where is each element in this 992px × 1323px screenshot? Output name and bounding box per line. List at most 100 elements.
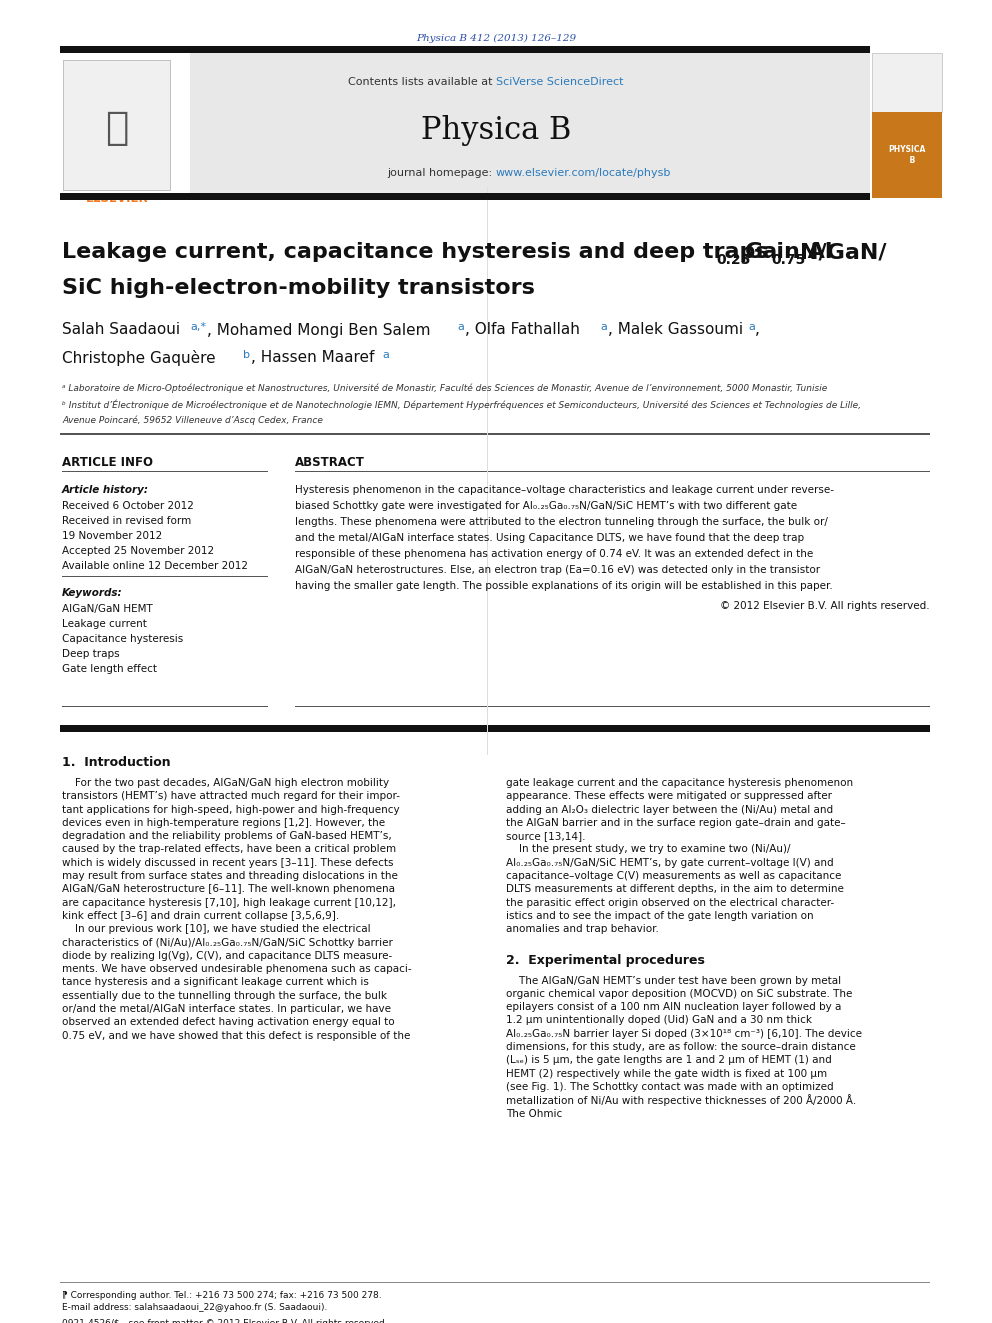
- Text: E-mail address: salahsaadaoui_22@yahoo.fr (S. Saadaoui).: E-mail address: salahsaadaoui_22@yahoo.f…: [62, 1303, 327, 1311]
- Text: metallization of Ni/Au with respective thicknesses of 200 Å/2000 Å.: metallization of Ni/Au with respective t…: [506, 1094, 856, 1106]
- Text: SciVerse ScienceDirect: SciVerse ScienceDirect: [496, 77, 624, 87]
- Text: lengths. These phenomena were attributed to the electron tunneling through the s: lengths. These phenomena were attributed…: [295, 517, 828, 527]
- Text: Keywords:: Keywords:: [62, 587, 123, 598]
- Bar: [295, 471, 930, 472]
- Text: Capacitance hysteresis: Capacitance hysteresis: [62, 634, 184, 644]
- Text: Ga: Ga: [745, 242, 779, 262]
- Text: journal homepage:: journal homepage:: [387, 168, 496, 179]
- Bar: [60, 433, 930, 435]
- Text: essentially due to the tunnelling through the surface, the bulk: essentially due to the tunnelling throug…: [62, 991, 387, 1000]
- Text: ments. We have observed undesirable phenomena such as capaci-: ments. We have observed undesirable phen…: [62, 964, 412, 974]
- Text: HEMT (2) respectively while the gate width is fixed at 100 μm: HEMT (2) respectively while the gate wid…: [506, 1069, 827, 1078]
- Text: Physica B: Physica B: [421, 115, 571, 146]
- Text: Christophe Gaquère: Christophe Gaquère: [62, 351, 215, 366]
- Text: organic chemical vapor deposition (MOCVD) on SiC substrate. The: organic chemical vapor deposition (MOCVD…: [506, 988, 852, 999]
- Text: For the two past decades, AlGaN/GaN high electron mobility: For the two past decades, AlGaN/GaN high…: [62, 778, 389, 789]
- Text: 1.  Introduction: 1. Introduction: [62, 755, 171, 769]
- Text: tant applications for high-speed, high-power and high-frequency: tant applications for high-speed, high-p…: [62, 804, 400, 815]
- Text: istics and to see the impact of the gate length variation on: istics and to see the impact of the gate…: [506, 912, 813, 921]
- Text: responsible of these phenomena has activation energy of 0.74 eV. It was an exten: responsible of these phenomena has activ…: [295, 549, 813, 560]
- Text: may result from surface states and threading dislocations in the: may result from surface states and threa…: [62, 871, 398, 881]
- Text: a: a: [748, 321, 755, 332]
- Text: ABSTRACT: ABSTRACT: [295, 455, 365, 468]
- Text: the parasitic effect origin observed on the electrical character-: the parasitic effect origin observed on …: [506, 898, 834, 908]
- Text: In the present study, we try to examine two (Ni/Au)/: In the present study, we try to examine …: [506, 844, 791, 855]
- Text: ,: ,: [755, 323, 760, 337]
- Text: (see Fig. 1). The Schottky contact was made with an optimized: (see Fig. 1). The Schottky contact was m…: [506, 1082, 833, 1091]
- Text: tance hysteresis and a significant leakage current which is: tance hysteresis and a significant leaka…: [62, 978, 369, 987]
- Text: dimensions, for this study, are as follow: the source–drain distance: dimensions, for this study, are as follo…: [506, 1043, 856, 1052]
- Text: and the metal/AlGaN interface states. Using Capacitance DLTS, we have found that: and the metal/AlGaN interface states. Us…: [295, 533, 805, 542]
- Text: AlGaN/GaN heterostructures. Else, an electron trap (Ea=0.16 eV) was detected onl: AlGaN/GaN heterostructures. Else, an ele…: [295, 565, 820, 576]
- Text: capacitance–voltage C(V) measurements as well as capacitance: capacitance–voltage C(V) measurements as…: [506, 871, 841, 881]
- Bar: [60, 1282, 930, 1283]
- Text: 0921-4526/$ - see front matter © 2012 Elsevier B.V. All rights reserved.: 0921-4526/$ - see front matter © 2012 El…: [62, 1319, 388, 1323]
- Text: which is widely discussed in recent years [3–11]. These defects: which is widely discussed in recent year…: [62, 857, 394, 868]
- Text: appearance. These effects were mitigated or suppressed after: appearance. These effects were mitigated…: [506, 791, 832, 802]
- Bar: [60, 53, 190, 198]
- Text: 🌲: 🌲: [105, 108, 129, 147]
- Text: Gate length effect: Gate length effect: [62, 664, 157, 673]
- Text: having the smaller gate length. The possible explanations of its origin will be : having the smaller gate length. The poss…: [295, 581, 832, 591]
- Text: Al₀.₂₅Ga₀.₇₅N barrier layer Si doped (3×10¹⁸ cm⁻³) [6,10]. The device: Al₀.₂₅Ga₀.₇₅N barrier layer Si doped (3×…: [506, 1029, 862, 1039]
- Text: biased Schottky gate were investigated for Al₀.₂₅Ga₀.₇₅N/GaN/SiC HEMT’s with two: biased Schottky gate were investigated f…: [295, 501, 798, 511]
- Text: (Lₛₑ) is 5 μm, the gate lengths are 1 and 2 μm of HEMT (1) and: (Lₛₑ) is 5 μm, the gate lengths are 1 an…: [506, 1056, 831, 1065]
- Text: Leakage current, capacitance hysteresis and deep traps in Al: Leakage current, capacitance hysteresis …: [62, 242, 832, 262]
- Text: Deep traps: Deep traps: [62, 650, 120, 659]
- Text: Avenue Poincaré, 59652 Villeneuve d’Ascq Cedex, France: Avenue Poincaré, 59652 Villeneuve d’Ascq…: [62, 415, 322, 425]
- Text: The Ohmic: The Ohmic: [506, 1109, 562, 1119]
- Text: diode by realizing Ig(Vg), C(V), and capacitance DLTS measure-: diode by realizing Ig(Vg), C(V), and cap…: [62, 951, 392, 960]
- Text: Received in revised form: Received in revised form: [62, 516, 191, 527]
- Text: Hysteresis phenomenon in the capacitance–voltage characteristics and leakage cur: Hysteresis phenomenon in the capacitance…: [295, 486, 834, 495]
- Bar: [62, 471, 268, 472]
- Text: ELSEVIER: ELSEVIER: [85, 192, 149, 205]
- Text: Leakage current: Leakage current: [62, 619, 147, 628]
- Text: Salah Saadaoui: Salah Saadaoui: [62, 323, 181, 337]
- Text: kink effect [3–6] and drain current collapse [3,5,6,9].: kink effect [3–6] and drain current coll…: [62, 912, 339, 921]
- Text: AlGaN/GaN HEMT: AlGaN/GaN HEMT: [62, 605, 153, 614]
- Text: observed an extended defect having activation energy equal to: observed an extended defect having activ…: [62, 1017, 395, 1028]
- Text: 0.75: 0.75: [771, 253, 806, 267]
- Text: ᵃ Laboratoire de Micro-Optoélectronique et Nanostructures, Université de Monasti: ᵃ Laboratoire de Micro-Optoélectronique …: [62, 384, 827, 393]
- Text: N/GaN/: N/GaN/: [800, 242, 887, 262]
- Text: , Mohamed Mongi Ben Salem: , Mohamed Mongi Ben Salem: [207, 323, 431, 337]
- Text: Article history:: Article history:: [62, 486, 149, 495]
- Bar: [295, 705, 930, 706]
- Text: SiC high-electron-mobility transistors: SiC high-electron-mobility transistors: [62, 278, 535, 298]
- Text: ᵇ Institut d’Électronique de Microélectronique et de Nanotechnologie IEMN, Dépar: ᵇ Institut d’Électronique de Microélectr…: [62, 400, 861, 410]
- Text: ⁋ Corresponding author. Tel.: +216 73 500 274; fax: +216 73 500 278.: ⁋ Corresponding author. Tel.: +216 73 50…: [62, 1290, 382, 1299]
- Text: The AlGaN/GaN HEMT’s under test have been grown by metal: The AlGaN/GaN HEMT’s under test have bee…: [506, 975, 841, 986]
- Text: AlGaN/GaN heterostructure [6–11]. The well-known phenomena: AlGaN/GaN heterostructure [6–11]. The we…: [62, 884, 395, 894]
- Text: transistors (HEMT’s) have attracted much regard for their impor-: transistors (HEMT’s) have attracted much…: [62, 791, 400, 802]
- Bar: [60, 53, 870, 198]
- Text: 2.  Experimental procedures: 2. Experimental procedures: [506, 954, 705, 967]
- Text: 1.2 μm unintentionally doped (Uid) GaN and a 30 nm thick: 1.2 μm unintentionally doped (Uid) GaN a…: [506, 1016, 812, 1025]
- Text: PHYSICA
    B: PHYSICA B: [888, 146, 926, 164]
- Text: In our previous work [10], we have studied the electrical: In our previous work [10], we have studi…: [62, 925, 371, 934]
- Bar: [872, 112, 942, 198]
- Text: adding an Al₂O₃ dielectric layer between the (Ni/Au) metal and: adding an Al₂O₃ dielectric layer between…: [506, 804, 833, 815]
- Text: Accepted 25 November 2012: Accepted 25 November 2012: [62, 546, 214, 556]
- Text: degradation and the reliability problems of GaN-based HEMT’s,: degradation and the reliability problems…: [62, 831, 392, 841]
- Text: source [13,14].: source [13,14].: [506, 831, 585, 841]
- Text: Physica B 412 (2013) 126–129: Physica B 412 (2013) 126–129: [416, 33, 576, 42]
- Text: anomalies and trap behavior.: anomalies and trap behavior.: [506, 925, 659, 934]
- Text: the AlGaN barrier and in the surface region gate–drain and gate–: the AlGaN barrier and in the surface reg…: [506, 818, 846, 828]
- Bar: [62, 576, 268, 577]
- Text: a: a: [382, 351, 389, 360]
- Text: gate leakage current and the capacitance hysteresis phenomenon: gate leakage current and the capacitance…: [506, 778, 853, 789]
- Text: 0.25: 0.25: [716, 253, 750, 267]
- Text: DLTS measurements at different depths, in the aim to determine: DLTS measurements at different depths, i…: [506, 884, 844, 894]
- Text: ARTICLE INFO: ARTICLE INFO: [62, 455, 153, 468]
- Text: or/and the metal/AlGaN interface states. In particular, we have: or/and the metal/AlGaN interface states.…: [62, 1004, 391, 1015]
- Bar: [62, 705, 268, 706]
- Text: a: a: [457, 321, 464, 332]
- Text: are capacitance hysteresis [7,10], high leakage current [10,12],: are capacitance hysteresis [7,10], high …: [62, 898, 396, 908]
- Text: caused by the trap-related effects, have been a critical problem: caused by the trap-related effects, have…: [62, 844, 396, 855]
- Text: Received 6 October 2012: Received 6 October 2012: [62, 501, 193, 511]
- Bar: [63, 60, 170, 191]
- Text: a,*: a,*: [190, 321, 206, 332]
- Text: devices even in high-temperature regions [1,2]. However, the: devices even in high-temperature regions…: [62, 818, 385, 828]
- Text: b: b: [243, 351, 250, 360]
- Bar: [60, 193, 870, 200]
